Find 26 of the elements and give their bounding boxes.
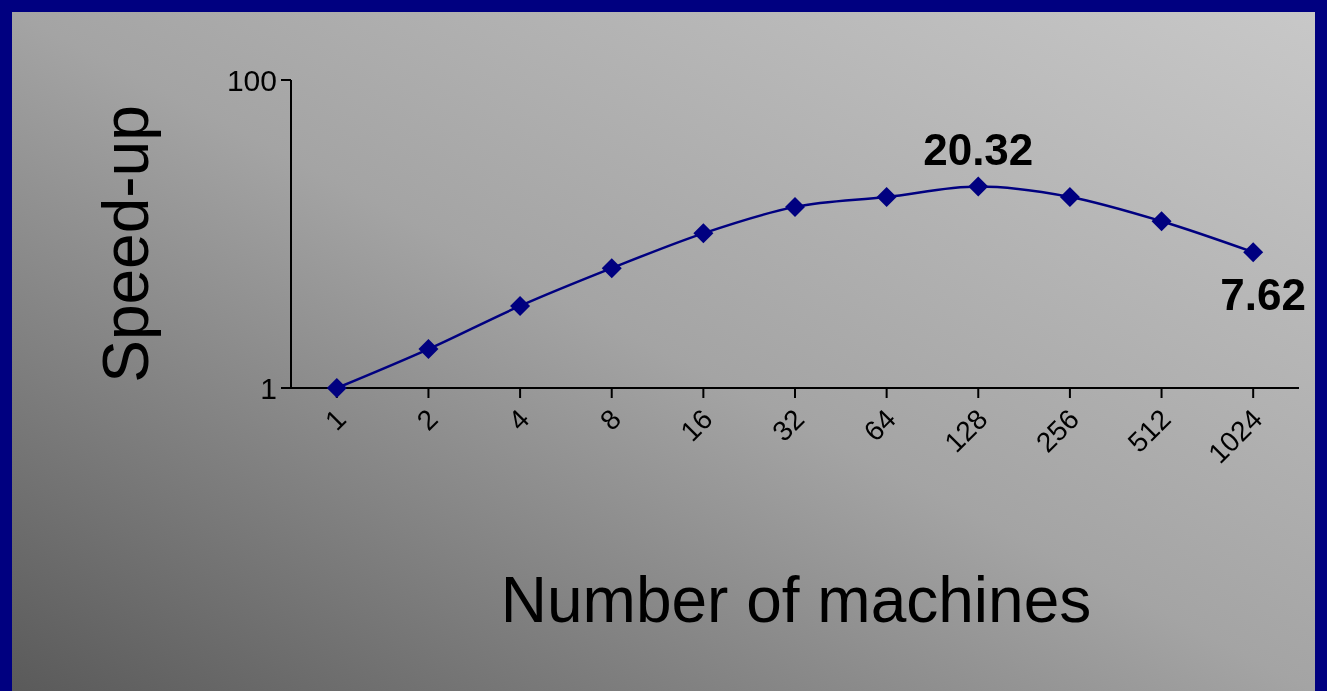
y-tick-label: 100 bbox=[226, 63, 277, 97]
point bbox=[326, 378, 347, 398]
x-tick-label: 512 bbox=[1121, 403, 1177, 459]
data-label: 7.62 bbox=[1220, 270, 1306, 320]
point bbox=[1151, 211, 1172, 232]
x-tick-label: 32 bbox=[766, 403, 811, 448]
point bbox=[1059, 186, 1080, 207]
point bbox=[418, 339, 439, 360]
x-tick-label: 64 bbox=[857, 403, 902, 448]
x-tick-label: 16 bbox=[674, 403, 719, 448]
point bbox=[693, 223, 714, 244]
x-tick-label: 4 bbox=[502, 403, 536, 437]
point bbox=[785, 196, 805, 217]
x-tick-label: 1 bbox=[319, 403, 352, 437]
point bbox=[601, 258, 622, 279]
x-tick-label: 8 bbox=[593, 403, 627, 437]
x-tick-label: 2 bbox=[410, 403, 444, 437]
point bbox=[876, 186, 897, 207]
y-axis-title: Speed-up bbox=[90, 105, 162, 383]
point bbox=[1243, 242, 1264, 263]
x-tick-label: 256 bbox=[1030, 403, 1086, 459]
point bbox=[968, 176, 989, 197]
x-tick-label: 128 bbox=[938, 403, 994, 459]
x-axis-title: Number of machines bbox=[500, 564, 1092, 636]
data-label: 20.32 bbox=[923, 124, 1034, 174]
point bbox=[510, 295, 531, 316]
